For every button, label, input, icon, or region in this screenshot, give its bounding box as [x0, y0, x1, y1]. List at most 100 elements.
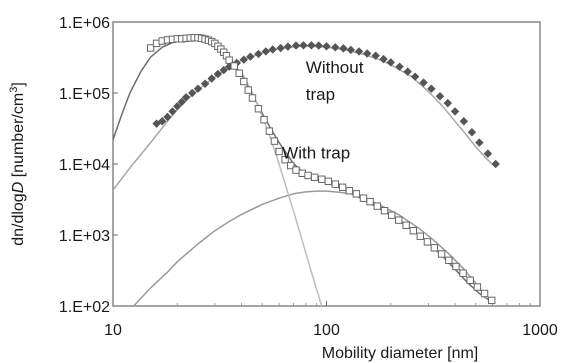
diamond-marker	[239, 55, 249, 64]
diamond-marker	[213, 69, 223, 79]
square-marker	[345, 187, 354, 195]
diamond-marker	[307, 41, 316, 50]
y-tick-label: 1.E+05	[59, 86, 110, 103]
diamond-marker	[403, 67, 412, 76]
square-marker	[359, 194, 368, 202]
diamond-marker	[475, 138, 484, 147]
diamond-marker	[362, 49, 372, 58]
diamond-marker	[443, 98, 453, 108]
y-axis-title-exponent: 3	[8, 87, 20, 93]
square-marker	[260, 116, 268, 124]
square-marker	[395, 216, 403, 224]
square-marker	[254, 105, 263, 113]
square-marker	[304, 171, 312, 180]
diamond-marker	[193, 84, 203, 93]
square-marker	[402, 221, 410, 229]
diamond-marker	[291, 41, 301, 50]
diamond-marker	[331, 43, 340, 52]
text-layer: Mobility diameter [nm] dn/dlogD [number/…	[8, 15, 558, 362]
annotation-without-trap: Without	[306, 58, 364, 77]
diamond-marker	[427, 84, 436, 93]
diamond-marker	[459, 117, 469, 126]
diamond-marker	[163, 112, 172, 122]
diamond-marker	[371, 51, 380, 60]
y-tick-label: 1.E+04	[59, 157, 110, 174]
y-tick-label: 1.E+02	[59, 299, 110, 316]
diamond-marker	[173, 102, 182, 111]
data-points-layer	[146, 34, 500, 305]
square-marker	[230, 62, 239, 70]
square-marker	[270, 137, 279, 145]
square-marker	[387, 211, 396, 219]
square-marker	[437, 250, 446, 258]
square-marker	[281, 155, 289, 164]
square-marker	[366, 197, 374, 206]
square-marker	[409, 226, 417, 235]
diamond-marker	[379, 54, 388, 64]
square-marker	[459, 269, 467, 277]
square-marker	[466, 276, 474, 285]
square-marker	[324, 177, 333, 186]
y-tick-label: 1.E+06	[59, 15, 110, 32]
diamond-marker	[283, 42, 293, 51]
diamond-marker	[177, 97, 186, 107]
diamond-marker	[322, 42, 331, 51]
diamond-marker	[386, 58, 395, 67]
fit-curve-4	[240, 71, 323, 306]
square-marker	[373, 202, 382, 210]
square-marker	[331, 180, 340, 188]
diamond-marker	[181, 93, 191, 102]
square-marker	[240, 77, 248, 86]
diamond-marker	[467, 128, 477, 137]
diamond-marker	[314, 41, 323, 50]
square-marker	[445, 256, 453, 265]
y-axis-title: dn/dlogD [number/cm3]	[8, 82, 27, 246]
diamond-marker	[254, 49, 263, 59]
diamond-marker	[299, 41, 308, 50]
x-tick-label: 10	[104, 322, 122, 339]
y-tick-label: 1.E+03	[59, 228, 110, 245]
diamond-marker	[483, 149, 493, 158]
square-marker	[287, 161, 295, 170]
diamond-marker	[261, 47, 271, 56]
diamond-marker	[491, 159, 500, 169]
square-marker	[275, 147, 283, 156]
fit-curve-3	[133, 190, 487, 306]
diamond-marker	[450, 107, 460, 116]
diamond-marker	[158, 117, 167, 126]
square-marker	[352, 190, 361, 198]
square-marker	[480, 289, 489, 298]
square-marker	[380, 206, 389, 215]
diamond-marker	[152, 119, 161, 128]
square-marker	[225, 56, 233, 64]
annotation-with-trap: With trap	[282, 143, 350, 162]
diamond-marker	[207, 74, 216, 83]
x-tick-label: 1000	[522, 322, 558, 339]
square-marker	[452, 262, 460, 271]
square-marker	[318, 175, 326, 183]
square-marker	[310, 173, 319, 181]
square-marker	[244, 86, 252, 94]
square-marker	[235, 69, 243, 77]
diamond-marker	[246, 52, 255, 61]
square-marker	[416, 232, 424, 240]
y-axis-title-part: dn/dlog	[10, 193, 27, 246]
diamond-marker	[410, 72, 420, 81]
diamond-marker	[346, 45, 356, 55]
diamond-marker	[435, 92, 445, 101]
square-marker	[146, 44, 155, 52]
square-marker	[473, 283, 482, 291]
square-marker	[338, 183, 347, 191]
diamond-marker	[188, 88, 197, 98]
x-axis-title: Mobility diameter [nm]	[322, 345, 479, 362]
y-axis-title-unit: [number/cm	[10, 93, 27, 182]
annotation-without-trap: trap	[306, 85, 335, 104]
square-marker	[265, 127, 274, 135]
diamond-marker	[276, 43, 285, 53]
diamond-marker	[339, 44, 348, 53]
y-axis-title-variable: D	[10, 181, 27, 193]
diamond-marker	[219, 65, 228, 75]
diamond-marker	[168, 107, 177, 116]
